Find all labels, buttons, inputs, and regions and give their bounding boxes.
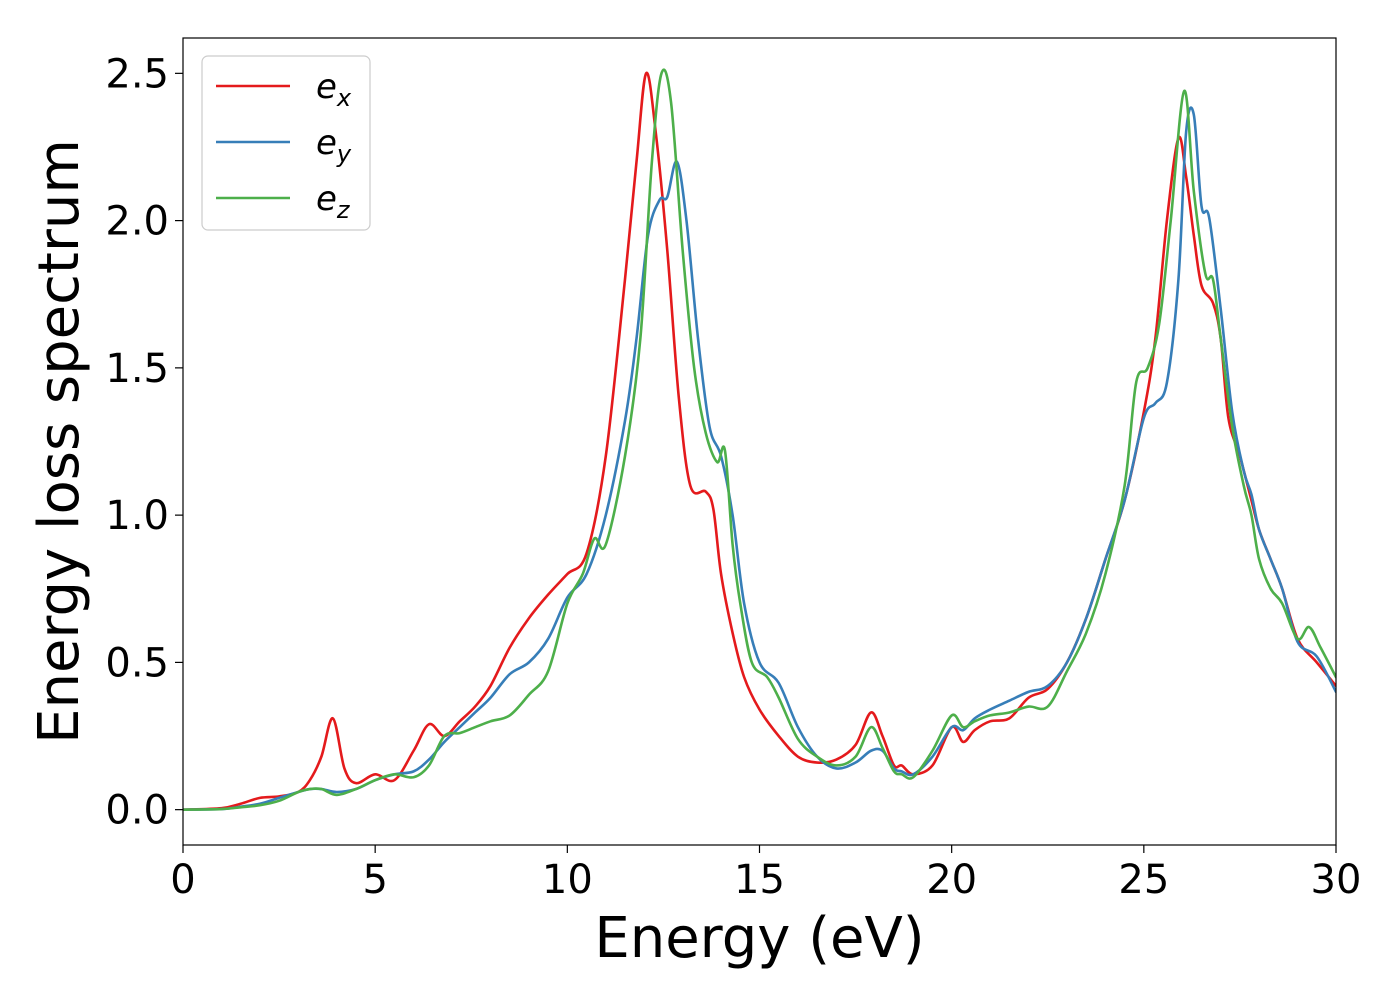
y-tick-label: 1.5 xyxy=(105,346,169,392)
legend-label-subscript: z xyxy=(336,196,351,224)
legend-label-base: e xyxy=(316,179,337,219)
legend-label-base: e xyxy=(316,123,337,163)
y-tick-label: 2.5 xyxy=(105,51,169,97)
x-tick-label: 15 xyxy=(734,857,785,903)
series-line-e-y xyxy=(183,106,1336,811)
legend-label-e-x: ex xyxy=(316,67,352,112)
y-axis-title: Energy loss spectrum xyxy=(27,139,92,744)
legend-label-base: e xyxy=(316,67,337,107)
x-tick-label: 25 xyxy=(1118,857,1169,903)
x-tick-label: 0 xyxy=(170,857,195,903)
y-axis: 0.0 0.5 1.0 1.5 2.0 2.5 xyxy=(105,51,183,834)
series-layer xyxy=(183,68,1336,811)
x-axis: 0 5 10 15 20 25 30 xyxy=(170,845,1361,903)
series-line-e-z xyxy=(183,68,1336,811)
y-tick-label: 2.0 xyxy=(105,199,169,245)
legend-label-e-y: ey xyxy=(316,123,352,168)
y-tick-label: 0.5 xyxy=(105,640,169,686)
legend-label-subscript: x xyxy=(336,84,352,112)
y-tick-label: 1.0 xyxy=(105,493,169,539)
legend-label-e-z: ez xyxy=(316,179,351,224)
legend-label-subscript: y xyxy=(336,140,352,168)
y-tick-label: 0.0 xyxy=(105,788,169,834)
x-tick-label: 30 xyxy=(1311,857,1362,903)
x-tick-label: 5 xyxy=(362,857,387,903)
x-tick-label: 10 xyxy=(542,857,593,903)
x-axis-title: Energy (eV) xyxy=(594,906,924,971)
x-tick-label: 20 xyxy=(926,857,977,903)
